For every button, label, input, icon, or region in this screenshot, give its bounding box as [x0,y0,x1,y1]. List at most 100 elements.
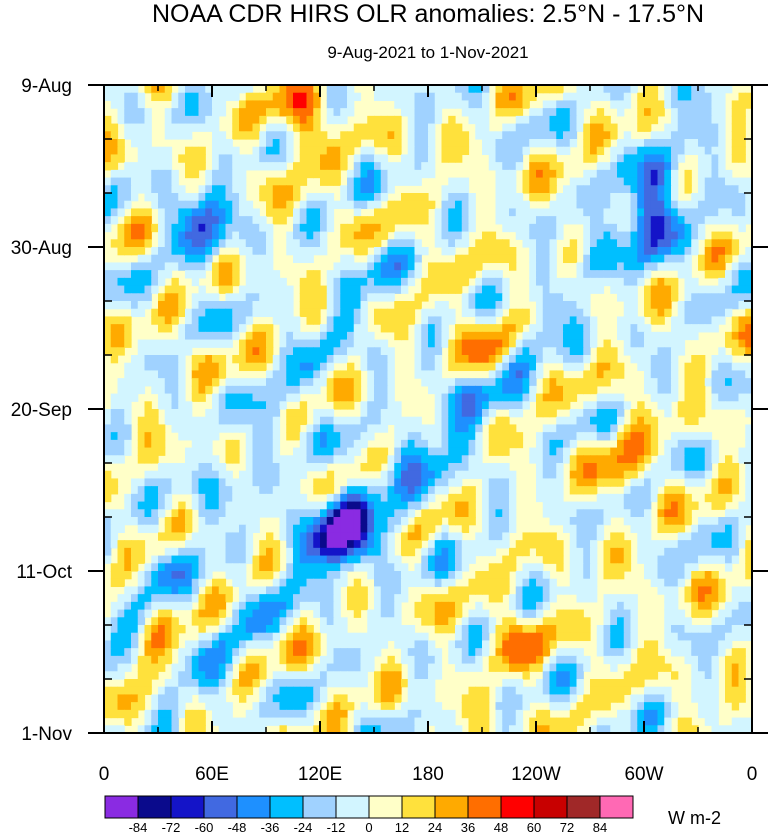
heatmap-cell [556,139,564,148]
heatmap-cell [272,216,281,225]
heatmap-cell [380,85,389,94]
heatmap-cell [333,547,341,557]
heatmap-cell [299,85,308,94]
heatmap-cell [549,108,557,117]
heatmap-cell [684,393,692,402]
heatmap-cell [131,486,139,495]
heatmap-cell [367,486,375,495]
heatmap-cell [569,123,578,132]
heatmap-cell [245,601,254,611]
heatmap-cell [272,301,281,310]
heatmap-cell [218,524,227,534]
heatmap-cell [542,409,551,418]
heatmap-cell [245,123,254,132]
heatmap-cell [441,501,449,510]
heatmap-cell [691,432,699,441]
heatmap-cell [704,540,713,549]
heatmap-cell [502,146,510,156]
heatmap-cell [414,501,422,510]
heatmap-cell [279,486,287,495]
heatmap-cell [151,254,159,264]
heatmap-cell [502,301,510,310]
heatmap-cell [131,100,139,109]
heatmap-cell [509,308,517,318]
heatmap-cell [745,347,752,356]
heatmap-cell [475,586,483,595]
heatmap-cell [360,355,368,364]
heatmap-cell [259,162,267,171]
heatmap-cell [394,262,402,271]
heatmap-cell [434,424,443,433]
heatmap-cell [542,586,551,595]
heatmap-cell [293,254,301,264]
heatmap-cell [448,455,456,464]
heatmap-cell [191,493,200,503]
heatmap-cell [218,578,227,588]
heatmap-cell [266,324,274,333]
heatmap-cell [151,524,159,534]
heatmap-cell [353,193,362,202]
heatmap-cell [738,154,746,163]
heatmap-cell [137,139,146,148]
heatmap-cell [225,139,233,148]
heatmap-cell [367,509,375,518]
heatmap-cell [644,231,652,240]
heatmap-cell [232,409,240,418]
heatmap-cell [218,555,227,564]
heatmap-cell [205,432,213,441]
heatmap-cell [704,470,713,480]
heatmap-cell [509,339,517,348]
heatmap-cell [448,154,456,163]
heatmap-cell [110,393,119,402]
heatmap-cell [502,169,510,179]
heatmap-cell [340,547,348,557]
heatmap-cell [556,316,564,325]
heatmap-cell [691,231,699,240]
heatmap-cell [434,223,443,233]
heatmap-cell [664,146,672,156]
heatmap-cell [569,586,578,595]
heatmap-cell [198,432,206,441]
heatmap-cell [225,586,233,595]
heatmap-cell [279,85,287,94]
heatmap-cell [144,509,152,518]
heatmap-cell [286,146,294,156]
heatmap-cell [198,208,206,217]
heatmap-cell [549,470,557,480]
heatmap-cell [326,493,335,503]
heatmap-cell [502,385,510,395]
heatmap-cell [657,277,665,287]
heatmap-cell [502,216,510,225]
heatmap-cell [644,193,652,202]
heatmap-cell [259,139,267,148]
heatmap-cell [198,555,206,564]
heatmap-cell [569,540,578,549]
heatmap-cell [482,470,490,480]
heatmap-cell [380,540,389,549]
heatmap-cell [691,501,699,510]
heatmap-cell [144,594,152,603]
heatmap-cell [650,424,659,433]
heatmap-cell [414,92,422,102]
heatmap-cell [596,92,605,102]
heatmap-cell [630,285,638,294]
heatmap-cell [556,586,564,595]
heatmap-cell [576,208,584,217]
heatmap-cell [448,146,456,156]
heatmap-cell [637,401,645,410]
heatmap-cell [394,231,402,240]
heatmap-cell [117,92,125,102]
heatmap-cell [252,517,260,526]
heatmap-cell [212,146,220,156]
heatmap-cell [158,324,166,333]
heatmap-cell [306,277,314,287]
heatmap-cell [117,339,125,348]
heatmap-cell [664,493,672,503]
heatmap-cell [104,432,112,441]
heatmap-cell [428,432,436,441]
heatmap-cell [421,432,429,441]
heatmap-cell [563,385,571,395]
heatmap-cell [677,208,686,217]
heatmap-cell [313,131,321,140]
heatmap-cell [603,547,611,557]
